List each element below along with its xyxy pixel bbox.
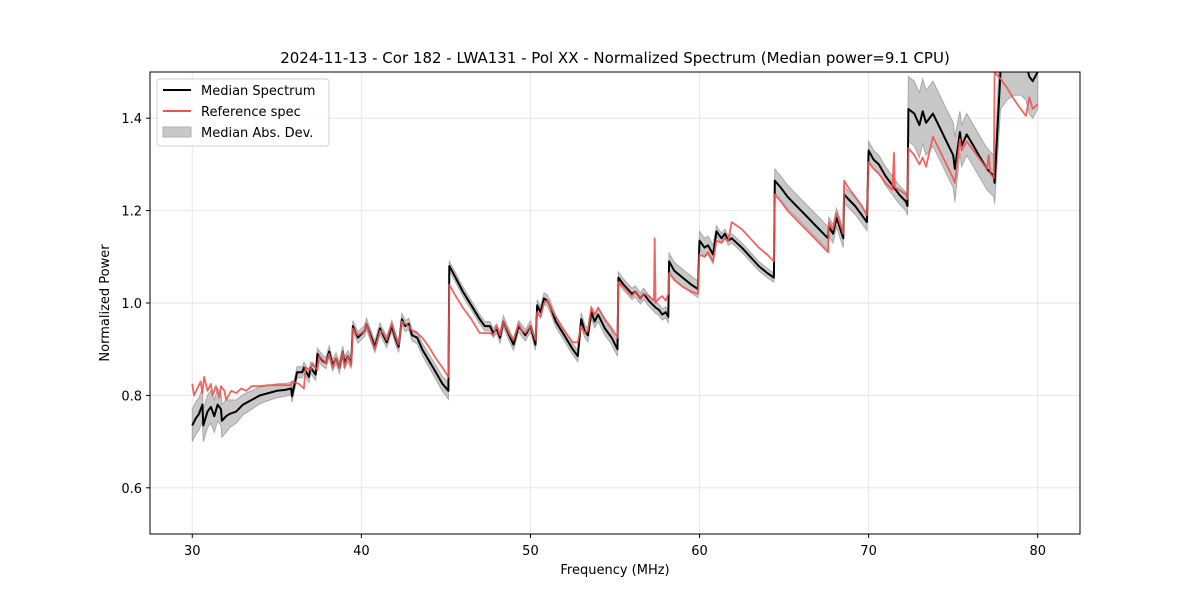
y-tick-label: 1.2 xyxy=(121,205,142,220)
x-tick-label: 50 xyxy=(522,544,539,559)
legend-label-mad: Median Abs. Dev. xyxy=(201,126,313,141)
legend-swatch-mad xyxy=(162,126,192,138)
x-axis: 30 40 50 60 70 80 xyxy=(184,534,1046,559)
x-tick-label: 70 xyxy=(860,544,877,559)
reference-spectrum-line xyxy=(191,72,1039,401)
y-axis: 0.6 0.8 1.0 1.2 1.4 xyxy=(121,112,150,497)
x-axis-label: Frequency (MHz) xyxy=(560,563,669,578)
legend-box xyxy=(156,78,330,147)
y-tick-label: 1.0 xyxy=(121,297,142,312)
x-tick-label: 30 xyxy=(184,544,201,559)
legend: Median Spectrum Reference spec Median Ab… xyxy=(156,78,330,147)
x-tick-label: 60 xyxy=(691,544,708,559)
y-tick-label: 0.6 xyxy=(121,482,142,497)
chart-title: 2024-11-13 - Cor 182 - LWA131 - Pol XX -… xyxy=(280,49,950,67)
series-layer xyxy=(191,72,1039,427)
x-tick-label: 80 xyxy=(1029,544,1046,559)
y-tick-label: 1.4 xyxy=(121,112,142,127)
legend-label-reference: Reference spec xyxy=(201,105,301,120)
x-tick-label: 40 xyxy=(353,544,370,559)
y-tick-label: 0.8 xyxy=(121,389,142,404)
legend-label-median: Median Spectrum xyxy=(201,84,315,99)
y-axis-label: Normalized Power xyxy=(98,244,113,362)
